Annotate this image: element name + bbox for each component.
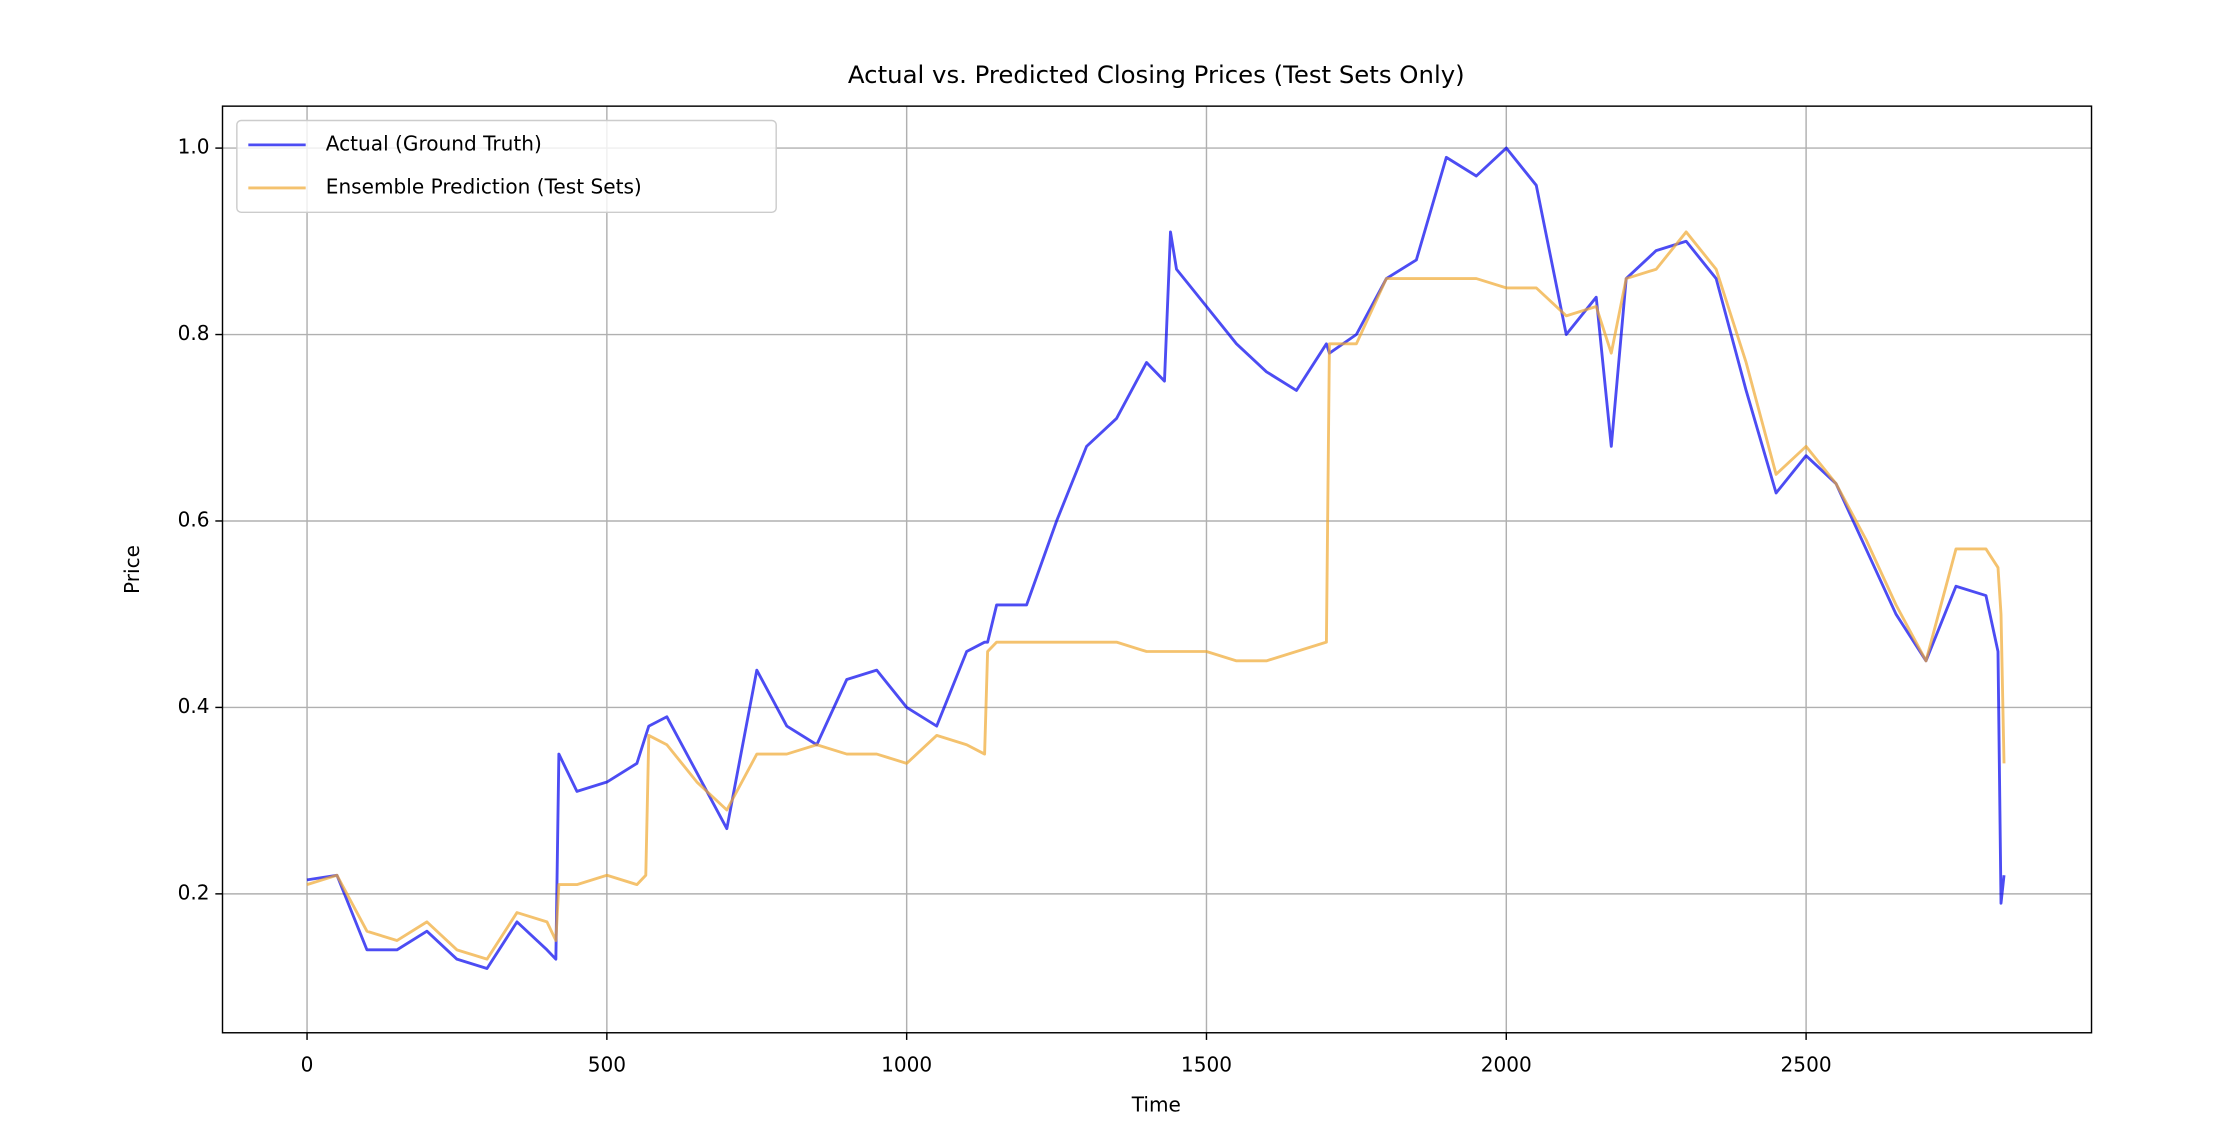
x-axis-label: Time [1131, 1092, 1181, 1116]
y-tick-label: 0.6 [178, 507, 210, 531]
x-tick-label: 500 [588, 1052, 626, 1076]
y-tick-label: 1.0 [178, 135, 210, 159]
x-tick-label: 1500 [1181, 1052, 1232, 1076]
data-line [306, 146, 2006, 970]
x-tick-label: 1000 [881, 1052, 932, 1076]
x-tick-label: 2000 [1481, 1052, 1532, 1076]
chart-title: Actual vs. Predicted Closing Prices (Tes… [848, 60, 1465, 89]
data-line [306, 230, 2006, 961]
y-tick-label: 0.4 [178, 694, 210, 718]
plot-frame [221, 105, 2093, 1034]
y-tick-label: 0.2 [178, 880, 210, 904]
legend-box [236, 119, 777, 214]
x-tick-label: 2500 [1781, 1052, 1832, 1076]
legend-label: Actual (Ground Truth) [326, 131, 542, 155]
y-tick-label: 0.8 [178, 321, 210, 345]
legend-label: Ensemble Prediction (Test Sets) [326, 174, 642, 198]
x-tick-label: 0 [301, 1052, 314, 1076]
y-axis-label: Price [120, 545, 144, 594]
